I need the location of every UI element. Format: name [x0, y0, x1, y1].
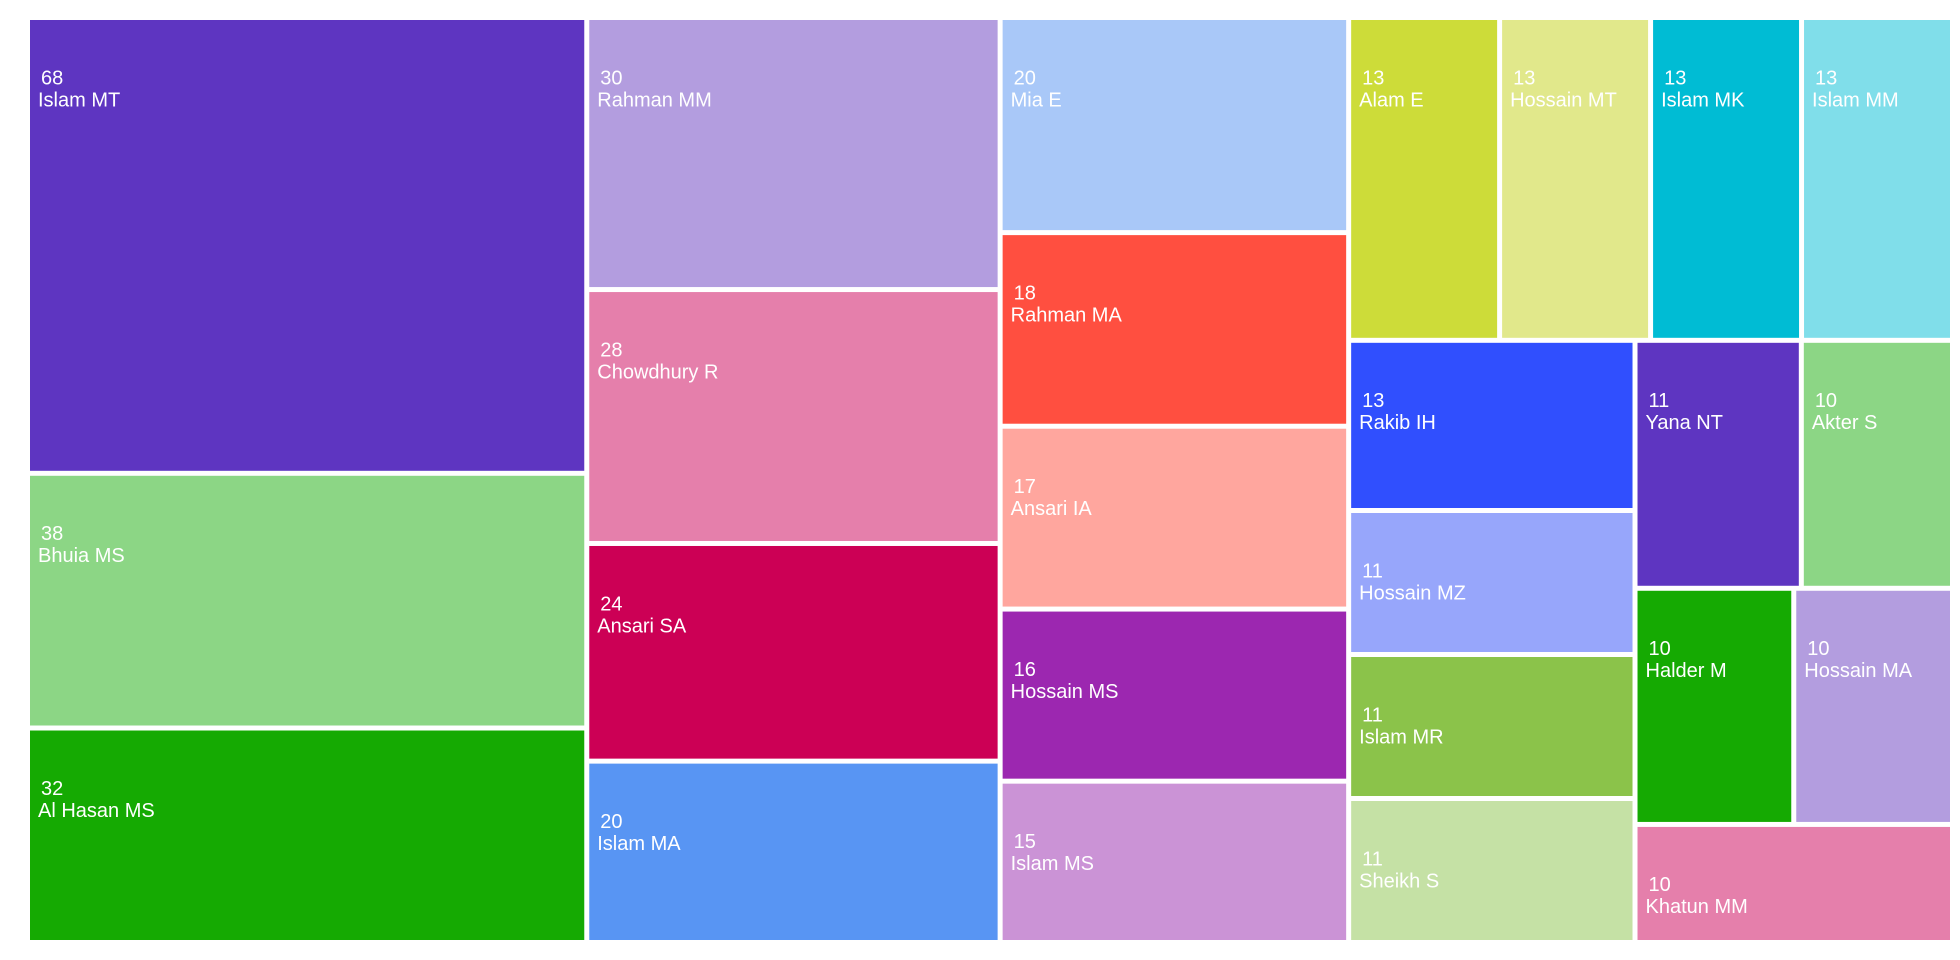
tile: [1351, 657, 1633, 797]
tile: [1351, 513, 1633, 653]
tile: [1653, 20, 1800, 338]
tile: [1002, 611, 1347, 779]
tile-value: 11: [1362, 848, 1383, 870]
tile: [589, 545, 998, 759]
tile-label: Halder M: [1646, 660, 1727, 682]
tile-value: 20: [1014, 67, 1036, 89]
tile: [30, 20, 585, 471]
tile: [1002, 783, 1347, 940]
tile-label: Sheikh S: [1359, 870, 1439, 892]
tile-label: Bhuia MS: [38, 545, 125, 567]
tile-label: Rahman MM: [597, 89, 711, 111]
tile-value: 24: [600, 593, 622, 615]
tile-label: Chowdhury R: [597, 361, 718, 383]
tile-value: 32: [41, 778, 63, 800]
tile-value: 11: [1649, 390, 1670, 412]
tile: [1796, 590, 1950, 822]
tile-value: 38: [41, 523, 63, 545]
tile-label: Islam MM: [1812, 89, 1899, 111]
tile: [1502, 20, 1649, 338]
tile-label: Islam MT: [38, 89, 120, 111]
tile: [1637, 826, 1950, 940]
tile-value: 15: [1014, 831, 1036, 853]
tile-label: Yana NT: [1646, 412, 1723, 434]
tile-value: 10: [1815, 390, 1837, 412]
tile: [1002, 428, 1347, 607]
tile-label: Hossain MA: [1804, 660, 1912, 682]
tile-label: Rakib IH: [1359, 412, 1436, 434]
tile: [589, 20, 998, 288]
tile-label: Akter S: [1812, 412, 1878, 434]
tile-label: Islam MS: [1011, 853, 1094, 875]
tile-label: Rahman MA: [1011, 304, 1123, 326]
tile-value: 30: [600, 67, 622, 89]
tile-label: Islam MA: [597, 833, 681, 855]
tile: [1351, 20, 1498, 338]
tile-value: 28: [600, 339, 622, 361]
tile-value: 10: [1807, 638, 1829, 660]
tile-value: 20: [600, 811, 622, 833]
tile-label: Hossain MZ: [1359, 582, 1466, 604]
tile: [1803, 342, 1950, 586]
tile-label: Ansari SA: [597, 615, 687, 637]
tile-label: Hossain MS: [1011, 681, 1119, 703]
tile: [30, 475, 585, 726]
tile-label: Khatun MM: [1646, 896, 1748, 918]
tile-value: 13: [1664, 67, 1686, 89]
tile-value: 10: [1649, 874, 1671, 896]
tile: [1002, 20, 1347, 231]
tile: [30, 730, 585, 940]
tile-value: 16: [1014, 659, 1036, 681]
tile: [1804, 20, 1950, 338]
tile: [1637, 342, 1799, 586]
tile: [1351, 342, 1633, 509]
tile-label: Islam MK: [1661, 89, 1745, 111]
tile-label: Alam E: [1359, 89, 1423, 111]
tile-value: 13: [1362, 67, 1384, 89]
tile-value: 17: [1014, 476, 1036, 498]
tile: [589, 763, 998, 940]
tile-value: 13: [1513, 67, 1535, 89]
tile-value: 13: [1815, 67, 1837, 89]
tile-label: Ansari IA: [1011, 498, 1093, 520]
tile-value: 68: [41, 67, 63, 89]
tile: [1637, 590, 1792, 822]
tile-label: Hossain MT: [1510, 89, 1617, 111]
tile-value: 11: [1362, 560, 1383, 582]
tile: [1002, 235, 1347, 424]
tile: [1351, 801, 1633, 940]
tile-value: 10: [1649, 638, 1671, 660]
tile-value: 11: [1362, 704, 1383, 726]
tile-value: 18: [1014, 282, 1036, 304]
tile-value: 13: [1362, 390, 1384, 412]
tile-label: Al Hasan MS: [38, 800, 155, 822]
tile-label: Mia E: [1011, 89, 1062, 111]
tile: [589, 292, 998, 541]
tile-label: Islam MR: [1359, 726, 1443, 748]
